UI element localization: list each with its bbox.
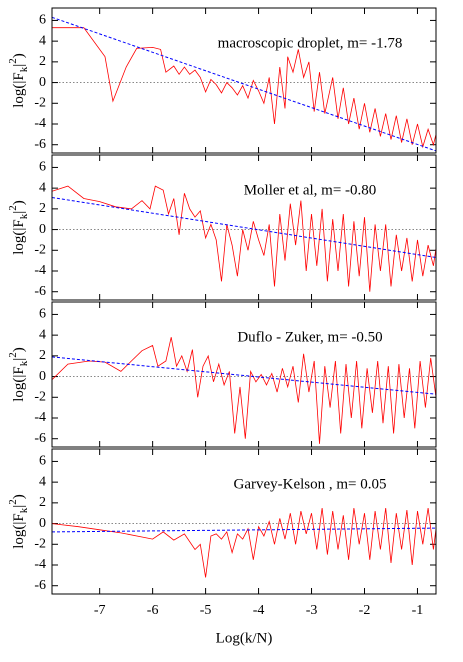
y-tick-label: 6 <box>39 13 46 28</box>
annotation: Garvey-Kelson , m= 0.05 <box>233 476 386 492</box>
y-axis-label-part: k <box>18 360 30 366</box>
y-tick-label: -6 <box>34 578 46 593</box>
x-tick-label: -5 <box>200 603 212 618</box>
y-tick-label: 2 <box>39 201 46 216</box>
spectrum-line <box>52 507 436 578</box>
y-tick-label: 6 <box>39 454 46 469</box>
plot-frame <box>51 7 437 154</box>
y-tick-label: 0 <box>39 222 46 237</box>
annotation: macroscopic droplet, m= -1.78 <box>218 35 403 51</box>
y-axis-label: log(|Fk|2) <box>7 53 30 108</box>
y-axis-label-part: | <box>11 64 27 67</box>
y-axis-label: log(|Fk|2) <box>7 494 30 549</box>
y-axis-label-part: k <box>18 507 30 513</box>
y-tick-label: 6 <box>39 307 46 322</box>
x-tick-label: -3 <box>306 603 318 618</box>
y-tick-label: 4 <box>39 180 46 195</box>
y-tick-label: -2 <box>34 390 46 405</box>
y-axis-label-part: 2 <box>7 58 19 64</box>
y-axis-label-part: ) <box>11 53 27 58</box>
y-tick-label: -2 <box>34 537 46 552</box>
y-tick-label: 4 <box>39 33 46 48</box>
plot-frame <box>51 301 437 448</box>
y-tick-label: -6 <box>34 431 46 446</box>
y-tick-label: -6 <box>34 137 46 152</box>
plot-frame <box>51 448 437 595</box>
y-tick-label: 0 <box>39 369 46 384</box>
spectrum-line <box>52 337 436 444</box>
x-tick-label: -4 <box>253 603 265 618</box>
y-tick-label: 4 <box>39 474 46 489</box>
plot-frame <box>51 154 437 301</box>
y-axis-label-part: log(|F <box>11 72 27 108</box>
y-tick-label: 4 <box>39 327 46 342</box>
y-axis-label-part: 2 <box>7 352 19 358</box>
y-axis-label: log(|Fk|2) <box>7 200 30 255</box>
y-axis-label-part: k <box>18 66 30 72</box>
y-tick-label: -4 <box>34 557 46 572</box>
y-tick-label: -2 <box>34 96 46 111</box>
x-tick-label: -1 <box>412 603 424 618</box>
y-axis-label-part: k <box>18 213 30 219</box>
fit-line <box>52 356 436 395</box>
x-tick-label: -2 <box>359 603 371 618</box>
y-tick-label: 0 <box>39 75 46 90</box>
fit-line <box>52 16 436 152</box>
y-axis-label: log(|Fk|2) <box>7 347 30 402</box>
y-axis-label-part: | <box>11 505 27 508</box>
x-tick-label: -7 <box>94 603 106 618</box>
annotation: Moller et al, m= -0.80 <box>244 182 377 198</box>
y-tick-label: -4 <box>34 116 46 131</box>
x-axis-label: Log(k/N) <box>216 630 273 646</box>
y-axis-label-part: ) <box>11 347 27 352</box>
fit-line <box>52 197 436 258</box>
y-tick-label: 6 <box>39 160 46 175</box>
y-tick-label: -4 <box>34 263 46 278</box>
y-axis-label-part: log(|F <box>11 513 27 549</box>
y-tick-label: 0 <box>39 516 46 531</box>
y-axis-label-part: 2 <box>7 499 19 505</box>
y-tick-label: -2 <box>34 243 46 258</box>
y-tick-label: -6 <box>34 284 46 299</box>
y-axis-label-part: ) <box>11 494 27 499</box>
y-axis-label-part: ) <box>11 200 27 205</box>
annotation: Duflo - Zuker, m= -0.50 <box>237 329 382 345</box>
spectrum-line <box>52 185 436 292</box>
y-axis-label-part: | <box>11 358 27 361</box>
y-tick-label: 2 <box>39 495 46 510</box>
spectrum-line <box>52 27 436 149</box>
y-tick-label: 2 <box>39 348 46 363</box>
fit-line <box>52 527 436 533</box>
y-tick-label: 2 <box>39 54 46 69</box>
y-tick-label: -4 <box>34 410 46 425</box>
y-axis-label-part: log(|F <box>11 219 27 255</box>
y-axis-label-part: | <box>11 211 27 214</box>
x-tick-label: -6 <box>147 603 159 618</box>
y-axis-label-part: log(|F <box>11 366 27 402</box>
y-axis-label-part: 2 <box>7 205 19 211</box>
